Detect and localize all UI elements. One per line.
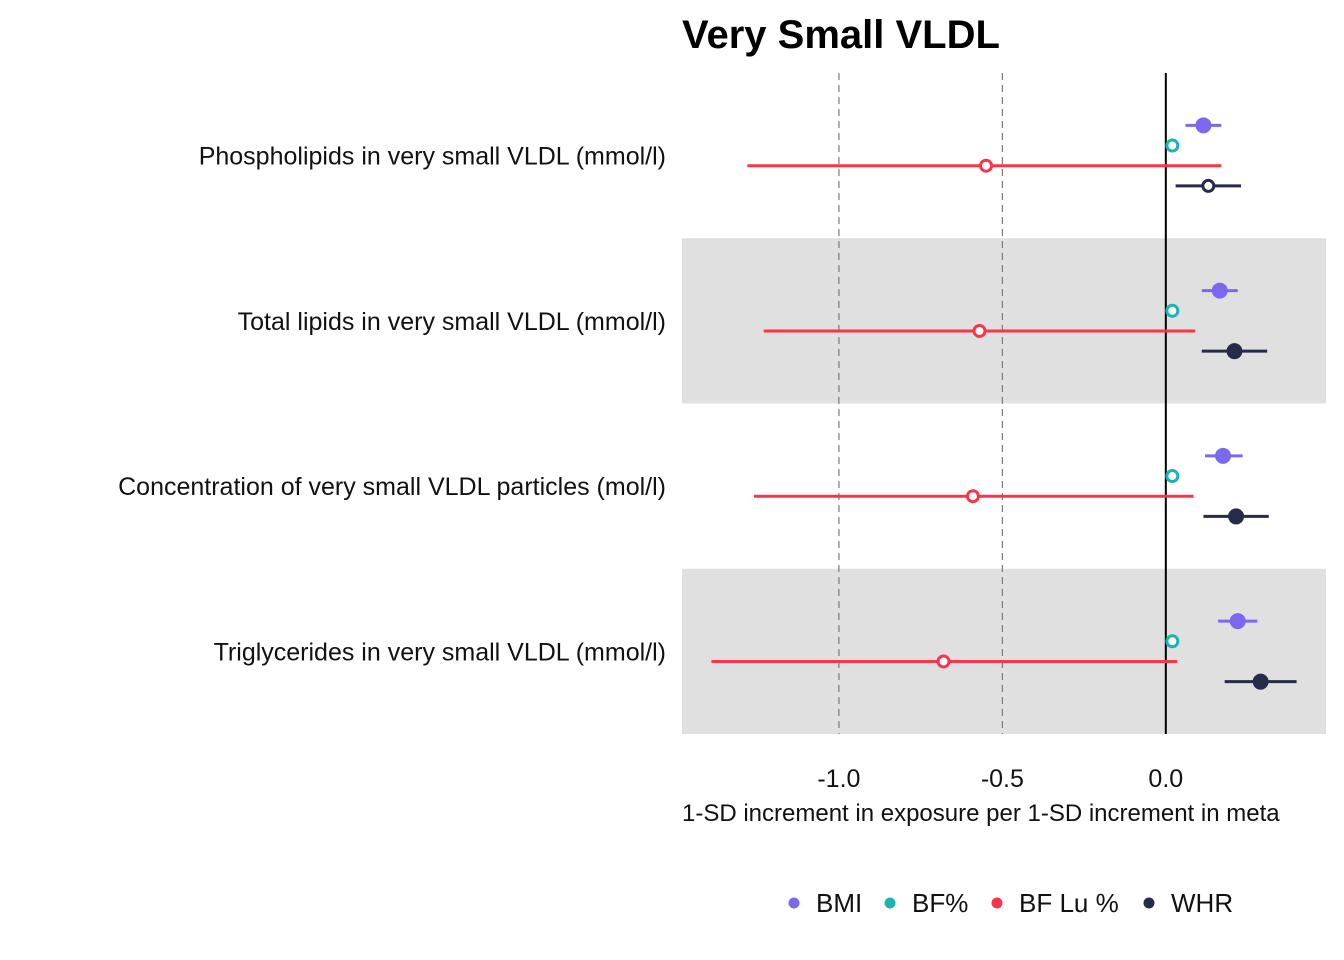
category-labels: Phospholipids in very small VLDL (mmol/l… xyxy=(118,143,666,667)
point-estimate xyxy=(1165,634,1180,649)
point-estimate xyxy=(1226,343,1243,360)
legend-key xyxy=(1143,897,1155,909)
point-estimate xyxy=(972,323,987,338)
point-estimate xyxy=(1201,178,1216,193)
row-band xyxy=(682,238,1326,404)
point-estimate xyxy=(936,654,951,669)
category-label: Concentration of very small VLDL particl… xyxy=(118,473,666,501)
point-estimate xyxy=(1195,117,1212,134)
point-estimate xyxy=(1165,138,1180,153)
point-estimate xyxy=(1165,303,1180,318)
row-band xyxy=(682,568,1326,734)
category-label: Phospholipids in very small VLDL (mmol/l… xyxy=(199,143,666,171)
legend-key xyxy=(788,897,800,909)
point-estimate xyxy=(1211,282,1228,299)
legend-key xyxy=(991,897,1003,909)
legend-label: BMI xyxy=(816,888,862,918)
x-tick-label: -0.5 xyxy=(981,765,1024,793)
point-estimate xyxy=(1215,447,1232,464)
legend-label: BF% xyxy=(912,888,968,918)
category-label: Triglycerides in very small VLDL (mmol/l… xyxy=(214,638,666,666)
legend-label: WHR xyxy=(1171,888,1233,918)
reference-lines xyxy=(838,73,1167,734)
x-tick-label: 0.0 xyxy=(1148,765,1183,793)
chart-title: Very Small VLDL xyxy=(682,13,1000,57)
legend-label: BF Lu % xyxy=(1019,888,1119,918)
data-marks xyxy=(711,117,1297,690)
x-tick-label: -1.0 xyxy=(817,765,860,793)
category-label: Total lipids in very small VLDL (mmol/l) xyxy=(238,308,666,336)
point-estimate xyxy=(965,489,980,504)
point-estimate xyxy=(979,158,994,173)
point-estimate xyxy=(1229,613,1246,630)
x-axis-label: 1-SD increment in exposure per 1-SD incr… xyxy=(682,800,1280,827)
legend-key xyxy=(884,897,896,909)
point-estimate xyxy=(1228,508,1245,525)
row-bands xyxy=(682,238,1326,734)
point-estimate xyxy=(1252,673,1269,690)
x-ticks: -1.0 -0.5 0.0 xyxy=(817,765,1183,793)
legend: BMI BF% BF Lu % WHR xyxy=(788,888,1233,918)
point-estimate xyxy=(1165,469,1180,484)
